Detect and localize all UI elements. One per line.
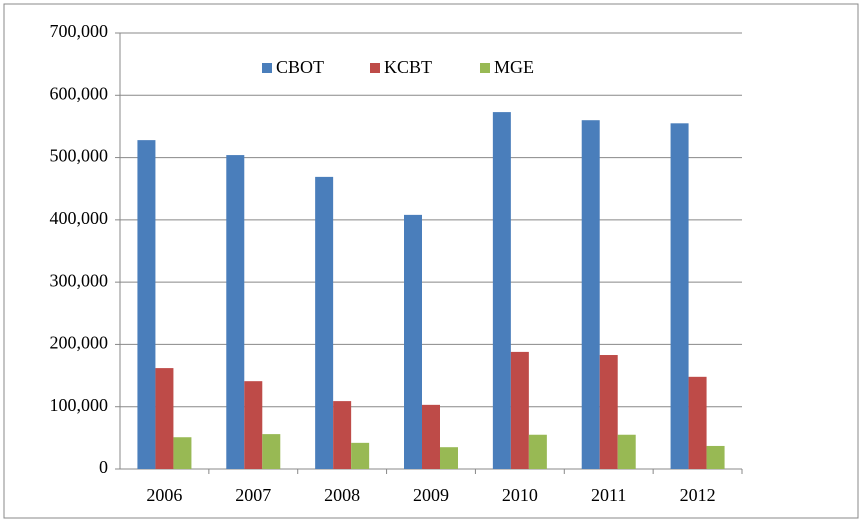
y-tick-label: 700,000	[50, 21, 109, 41]
bar	[706, 445, 725, 469]
bar	[528, 434, 547, 469]
legend-label: KCBT	[384, 57, 432, 77]
legend-swatch	[370, 63, 380, 73]
x-tick-label: 2006	[146, 485, 182, 505]
y-tick-label: 600,000	[50, 83, 109, 103]
y-tick-label: 400,000	[50, 208, 109, 228]
y-tick-label: 100,000	[50, 395, 109, 415]
bar	[440, 447, 458, 469]
x-tick-label: 2008	[324, 485, 360, 505]
bar	[422, 404, 440, 469]
bar	[404, 214, 422, 469]
y-tick-label: 300,000	[50, 270, 109, 290]
bar	[617, 434, 636, 469]
bar	[333, 401, 352, 469]
y-tick-label: 200,000	[50, 333, 109, 353]
bar	[581, 120, 600, 469]
bar	[351, 442, 370, 469]
bar	[155, 368, 174, 469]
bar	[173, 437, 192, 469]
bar	[315, 176, 334, 469]
bar	[262, 434, 281, 469]
bar	[137, 140, 156, 470]
x-tick-label: 2012	[680, 485, 716, 505]
x-tick-label: 2009	[413, 485, 449, 505]
legend-label: CBOT	[276, 57, 324, 77]
bar	[244, 381, 263, 469]
bar	[670, 123, 689, 470]
x-tick-label: 2010	[502, 485, 538, 505]
x-tick-label: 2011	[591, 485, 626, 505]
legend-label: MGE	[494, 57, 534, 77]
bar	[599, 355, 618, 469]
bar	[510, 351, 529, 469]
y-tick-label: 0	[99, 457, 108, 477]
legend-swatch	[480, 63, 490, 73]
bar	[688, 376, 707, 469]
legend-swatch	[262, 63, 272, 73]
x-tick-label: 2007	[235, 485, 271, 505]
bar	[492, 112, 511, 470]
bar	[226, 155, 245, 469]
y-tick-label: 500,000	[50, 146, 109, 166]
